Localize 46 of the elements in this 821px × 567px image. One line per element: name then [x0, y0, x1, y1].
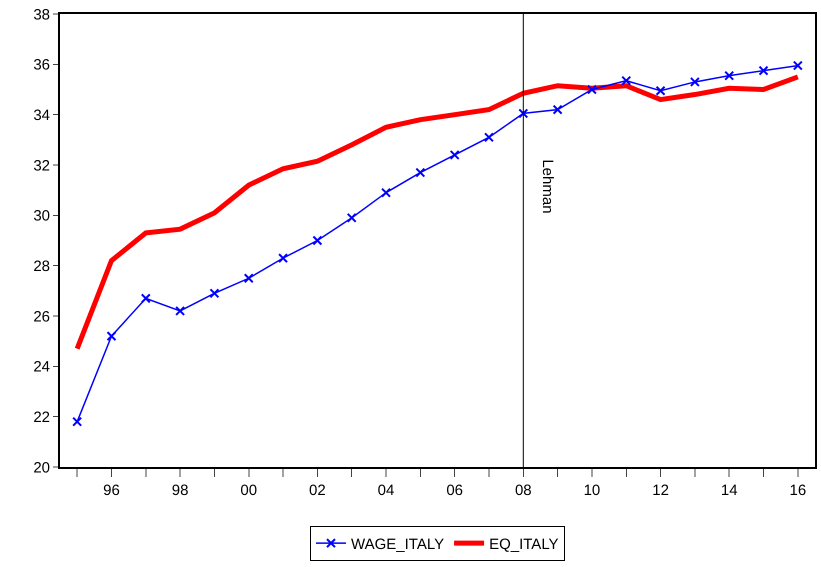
- x-tick-label: 10: [584, 482, 600, 499]
- y-tick-label: 36: [33, 56, 50, 74]
- x-tick-label: 98: [172, 482, 188, 499]
- point: [724, 70, 734, 81]
- point: [415, 168, 426, 178]
- point: [381, 188, 392, 198]
- x-tick-label: 12: [652, 482, 669, 499]
- point: [758, 66, 769, 76]
- x-tick-label: 06: [446, 482, 464, 499]
- point: [484, 132, 494, 142]
- y-tick-label: 30: [33, 208, 50, 225]
- x-tick-label: 08: [514, 482, 532, 499]
- ref-line-label: Lehman: [538, 159, 556, 214]
- point: [450, 150, 460, 160]
- point: [792, 60, 803, 71]
- point: [621, 76, 632, 86]
- legend-label: EQ_ITALY: [489, 536, 559, 553]
- point: [690, 76, 700, 87]
- y-tick-label: 24: [33, 358, 50, 376]
- point: [586, 84, 597, 94]
- x-tick-label: 14: [720, 482, 738, 499]
- point: [518, 108, 528, 118]
- point: [244, 273, 254, 284]
- y-tick-label: 20: [33, 459, 50, 476]
- y-tick-label: 32: [33, 157, 50, 174]
- point: [72, 416, 82, 427]
- point: [175, 306, 186, 316]
- point: [106, 331, 116, 342]
- point: [656, 86, 666, 96]
- legend-label: WAGE_ITALY: [351, 536, 444, 553]
- y-tick-label: 34: [33, 106, 50, 124]
- point: [140, 293, 151, 304]
- y-tick-label: 28: [33, 258, 50, 275]
- x-tick-label: 04: [378, 482, 394, 499]
- point: [552, 104, 563, 115]
- x-tick-label: 16: [789, 482, 806, 499]
- y-tick-label: 22: [33, 408, 50, 426]
- point: [312, 236, 322, 246]
- y-tick-label: 26: [33, 308, 50, 326]
- x-tick-label: 96: [103, 482, 120, 499]
- x-tick-label: 02: [309, 482, 326, 499]
- point: [278, 253, 288, 264]
- point: [209, 288, 220, 298]
- y-tick-label: 38: [33, 6, 50, 24]
- point: [346, 212, 357, 223]
- x-tick-label: 00: [240, 482, 258, 499]
